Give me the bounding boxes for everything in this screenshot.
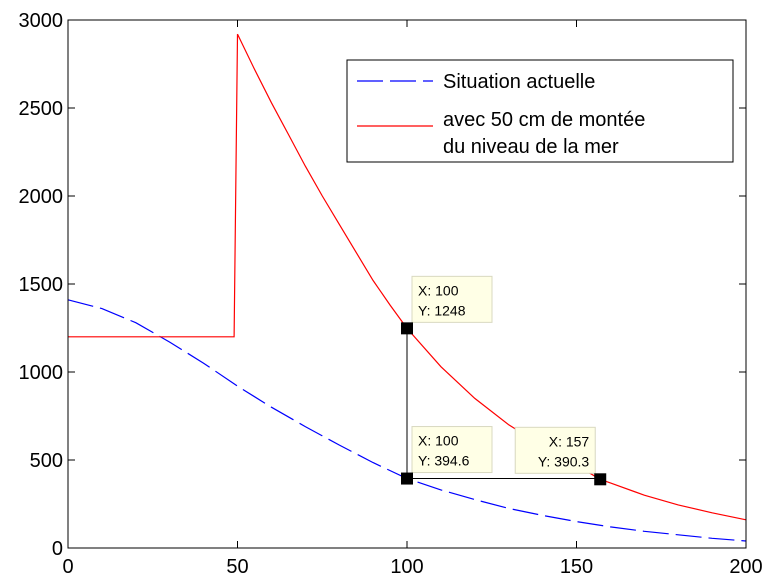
datatip-0[interactable]: X: 100 Y: 1248: [401, 275, 493, 335]
y-tick-label: 1000: [19, 362, 64, 384]
datatip-1[interactable]: X: 100 Y: 394.6: [401, 426, 493, 485]
datatip-x-label: X: 100: [418, 282, 459, 298]
x-tick-label: 150: [560, 556, 593, 578]
datatip-marker[interactable]: [401, 472, 413, 485]
y-tick-label: 2000: [19, 186, 64, 208]
datatip-x-label: X: 157: [549, 433, 590, 449]
x-tick-label: 50: [226, 556, 248, 578]
datatip-box: [514, 426, 596, 474]
datatip-marker[interactable]: [594, 473, 607, 486]
datatip-marker[interactable]: [401, 322, 413, 335]
datatip-box: [411, 426, 493, 474]
legend-label-1: avec 50 cm de montée: [443, 109, 645, 131]
y-tick-label: 2500: [19, 98, 64, 120]
x-tick-label: 200: [729, 556, 762, 578]
legend-label-1-line-2: du niveau de la mer: [443, 136, 619, 158]
y-tick-label: 3000: [19, 10, 64, 32]
datatip-y-label: Y: 1248: [418, 302, 466, 318]
series-line-1: [68, 33, 747, 521]
y-tick-label: 0: [52, 538, 63, 560]
x-tick-label: 100: [390, 556, 423, 578]
legend-label-0: Situation actuelle: [443, 71, 595, 93]
datatip-2[interactable]: X: 157 Y: 390.3: [514, 426, 607, 486]
annotation-layer: X: 100 Y: 1248 X: 100 Y: 394.6 X: 157 Y: 390.…: [401, 275, 607, 486]
legend: Situation actuelle avec 50 cm de montée du…: [346, 59, 734, 163]
x-tick-label: 0: [62, 556, 73, 578]
legend-box: [346, 59, 734, 163]
y-tick-label: 500: [30, 450, 63, 472]
datatip-y-label: Y: 390.3: [538, 453, 590, 469]
datatip-x-label: X: 100: [418, 433, 459, 449]
datatip-y-label: Y: 394.6: [418, 453, 470, 469]
y-tick-label: 1500: [19, 274, 64, 296]
datatip-box: [411, 275, 493, 323]
